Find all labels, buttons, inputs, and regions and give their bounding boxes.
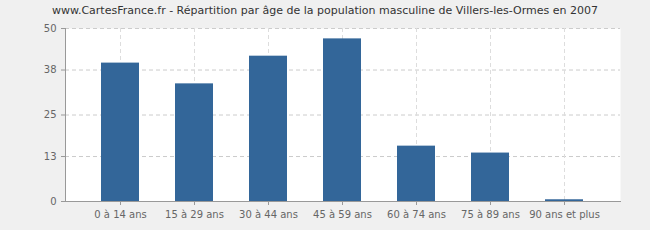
svg-text:30 à 44 ans: 30 à 44 ans [239,209,298,220]
svg-text:0: 0 [50,196,56,207]
svg-text:75 à 89 ans: 75 à 89 ans [461,209,520,220]
svg-text:90 ans et plus: 90 ans et plus [529,209,600,220]
svg-text:45 à 59 ans: 45 à 59 ans [313,209,372,220]
svg-text:25: 25 [44,109,57,120]
svg-text:50: 50 [44,23,57,34]
html-text:www.CartesFrance.fr - Répartit: www.CartesFrance.fr - Répartition par âg… [52,4,598,17]
svg-text:13: 13 [44,151,57,162]
svg-text:15 à 29 ans: 15 à 29 ans [165,209,224,220]
svg-text:60 à 74 ans: 60 à 74 ans [387,209,446,220]
svg-text:0 à 14 ans: 0 à 14 ans [94,209,146,220]
svg-text:38: 38 [44,64,57,75]
